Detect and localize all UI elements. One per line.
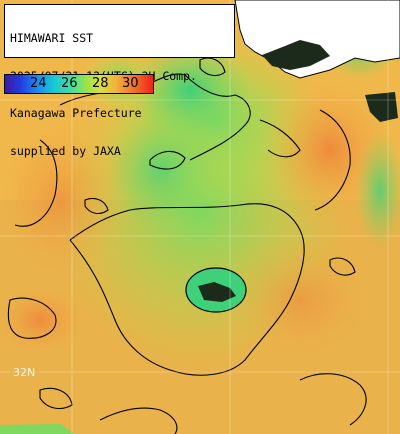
legend-label-30: 30 [122,76,139,91]
legend-label-28: 28 [92,76,109,91]
info-title: HIMAWARI SST [10,31,94,45]
info-credit: supplied by JAXA [10,143,121,158]
legend-label-26: 26 [61,76,78,91]
color-scale-bar: 24 26 28 30 [4,74,154,94]
cloud-patch-coast [262,40,330,70]
info-region: Kanagawa Prefecture [10,106,142,120]
legend-label-24: 24 [30,76,47,91]
isotherm-contours [7,57,367,434]
latitude-label: 32N [13,366,36,379]
cloud-patch-east [365,92,398,122]
info-box: HIMAWARI SST 2025/07/21 13(UTC) 3H Comp.… [4,4,235,157]
